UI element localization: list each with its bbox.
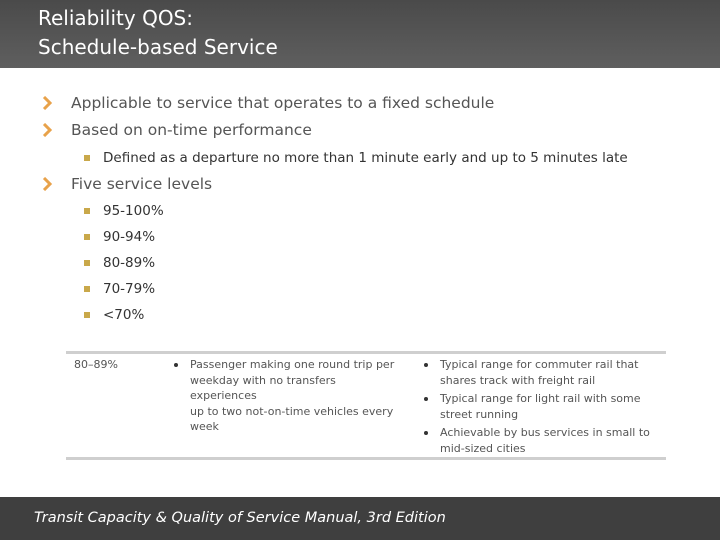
table-rule-top [66, 351, 666, 354]
table-bullet-dot [424, 397, 428, 401]
square-bullet-icon [84, 155, 90, 161]
slide-title-line-2: Schedule-based Service [38, 35, 278, 59]
square-bullet-icon [84, 286, 90, 292]
chevron-right-icon [42, 177, 53, 191]
table-passenger-experience: Passenger making one round trip per week… [190, 357, 400, 435]
los-table-excerpt: 80–89% Passenger making one round trip p… [66, 351, 666, 461]
typical-line: Typical range for light rail with some [440, 392, 641, 405]
passenger-line: weekday with no transfers experiences [190, 373, 336, 403]
table-level: 80–89% [74, 358, 118, 371]
passenger-line: Passenger making one round trip per [190, 358, 395, 371]
table-rule-bottom [66, 457, 666, 460]
table-bullet-dot [174, 363, 178, 367]
bullet-text: Five service levels [71, 175, 213, 193]
service-level-text: <70% [103, 307, 145, 323]
slide-title-line-1: Reliability QOS: [38, 6, 193, 30]
typical-line: shares track with freight rail [440, 373, 596, 387]
footer-source: Transit Capacity & Quality of Service Ma… [34, 510, 446, 526]
footer-bar: Transit Capacity & Quality of Service Ma… [0, 497, 720, 540]
service-level-text: 80-89% [103, 255, 156, 271]
square-bullet-icon [84, 208, 90, 214]
title-bar: Reliability QOS: Schedule-based Service [0, 0, 720, 68]
table-bullet-dot [424, 431, 428, 435]
typical-line: mid-sized cities [440, 441, 526, 455]
chevron-right-icon [42, 96, 53, 110]
sub-bullet-text: Defined as a departure no more than 1 mi… [103, 150, 628, 166]
table-typical-ranges: Typical range for commuter rail that sha… [440, 357, 666, 456]
square-bullet-icon [84, 234, 90, 240]
square-bullet-icon [84, 260, 90, 266]
bullet-text: Applicable to service that operates to a… [71, 94, 495, 112]
passenger-line: up to two not-on-time vehicles every [190, 404, 394, 418]
bullet-text: Based on on-time performance [71, 121, 312, 139]
passenger-line: week [190, 420, 219, 433]
slide-content: Applicable to service that operates to a… [42, 94, 666, 461]
square-bullet-icon [84, 312, 90, 318]
table-bullet-dot [424, 363, 428, 367]
service-level-text: 70-79% [103, 281, 156, 297]
chevron-right-icon [42, 123, 53, 137]
service-level-text: 90-94% [103, 229, 156, 245]
typical-line: Achievable by bus services in small to [440, 426, 650, 439]
typical-line: Typical range for commuter rail that [440, 358, 639, 371]
typical-line: street running [440, 407, 519, 421]
service-level-text: 95-100% [103, 203, 164, 219]
